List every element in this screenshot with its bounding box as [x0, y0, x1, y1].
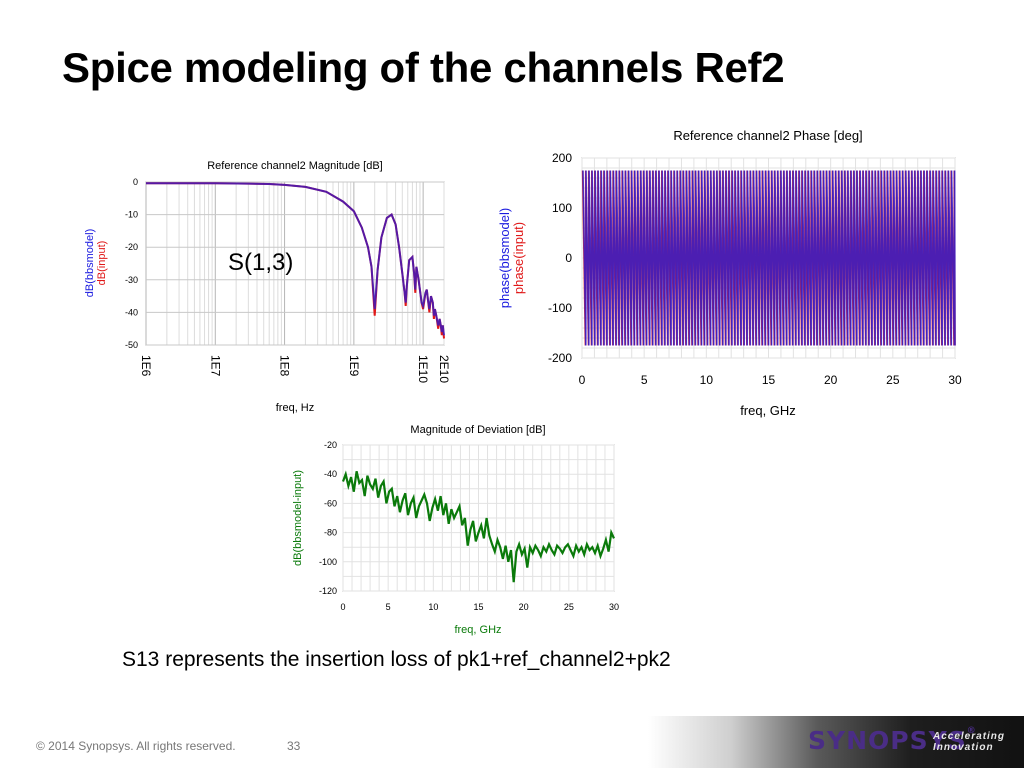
mag-chart-title: Reference channel2 Magnitude [dB] [207, 160, 383, 172]
dev-y-tick: -100 [319, 557, 337, 567]
mag-y-tick: -50 [125, 340, 138, 350]
phase-chart-title: Reference channel2 Phase [deg] [673, 128, 862, 143]
mag-x-tick: 1E6 [139, 355, 153, 377]
dev-x-tick: 30 [609, 602, 619, 612]
phase-x-tick: 0 [579, 373, 586, 387]
dev-y-tick: -60 [324, 498, 337, 508]
dev-chart-title: Magnitude of Deviation [dB] [410, 424, 545, 436]
dev-x-tick: 10 [428, 602, 438, 612]
mag-annotation: S(1,3) [228, 249, 293, 276]
dev-x-tick: 15 [473, 602, 483, 612]
phase-y-label-red: phase(input) [511, 222, 526, 294]
phase-y-tick: -200 [548, 351, 572, 365]
dev-y-label: dB(bbsmodel-input) [292, 470, 304, 566]
mag-x-label: freq, Hz [276, 402, 315, 414]
tagline-line-1: Accelerating [933, 731, 1006, 742]
dev-series [341, 470, 615, 583]
mag-x-tick: 1E7 [208, 355, 222, 377]
dev-x-tick: 20 [519, 602, 529, 612]
phase-y-tick: -100 [548, 301, 572, 315]
logo-text: SYNOPSYS [808, 726, 967, 755]
footer-band [648, 716, 1024, 768]
phase-x-tick: 20 [824, 373, 838, 387]
phase-x-tick: 30 [948, 373, 962, 387]
phase-series-input [581, 170, 956, 346]
phase-y-label-blue: phase(bbsmodel) [497, 208, 512, 308]
dev-y-tick: -120 [319, 586, 337, 596]
page-number: 33 [287, 739, 301, 753]
phase-x-label: freq, GHz [740, 403, 796, 418]
mag-x-tick: 1E8 [278, 355, 292, 377]
phase-x-tick: 10 [700, 373, 714, 387]
mag-y-tick: -30 [125, 275, 138, 285]
dev-x-label: freq, GHz [454, 624, 501, 636]
logo-registered-mark: ® [966, 726, 977, 736]
mag-series-input [146, 182, 445, 339]
phase-x-tick: 25 [886, 373, 900, 387]
slide-caption: S13 represents the insertion loss of pk1… [122, 648, 671, 671]
mag-y-tick: -40 [125, 307, 138, 317]
mag-x-tick: 2E10 [437, 355, 451, 383]
logo-tagline: Accelerating Innovation [933, 731, 1005, 753]
dev-y-tick: -40 [324, 469, 337, 479]
synopsys-logo: SYNOPSYS® [808, 726, 977, 755]
dev-x-tick: 0 [340, 602, 345, 612]
mag-series-bbsmodel [146, 182, 445, 336]
phase-y-tick: 100 [552, 201, 572, 215]
copyright-text: © 2014 Synopsys. All rights reserved. [36, 739, 236, 753]
dev-x-tick: 5 [386, 602, 391, 612]
tagline-line-2: Innovation [933, 742, 994, 753]
mag-y-tick: 0 [133, 177, 138, 187]
mag-y-tick: -10 [125, 210, 138, 220]
mag-y-label-red: dB(input) [96, 241, 108, 286]
mag-y-tick: -20 [125, 242, 138, 252]
dev-x-tick: 25 [564, 602, 574, 612]
phase-y-tick: 200 [552, 151, 572, 165]
phase-x-tick: 5 [641, 373, 648, 387]
dev-y-tick: -20 [324, 440, 337, 450]
mag-y-label-blue: dB(bbsmodel) [84, 229, 96, 297]
dev-plot-area [342, 444, 615, 592]
phase-plot-area [581, 157, 956, 359]
phase-x-tick: 15 [762, 373, 776, 387]
mag-x-tick: 1E9 [347, 355, 361, 377]
dev-y-tick: -80 [324, 528, 337, 538]
mag-plot-area [145, 181, 445, 346]
mag-x-tick: 1E10 [416, 355, 430, 383]
phase-series-bbsmodel [582, 170, 956, 346]
slide-title: Spice modeling of the channels Ref2 [62, 44, 785, 91]
phase-y-tick: 0 [565, 251, 572, 265]
